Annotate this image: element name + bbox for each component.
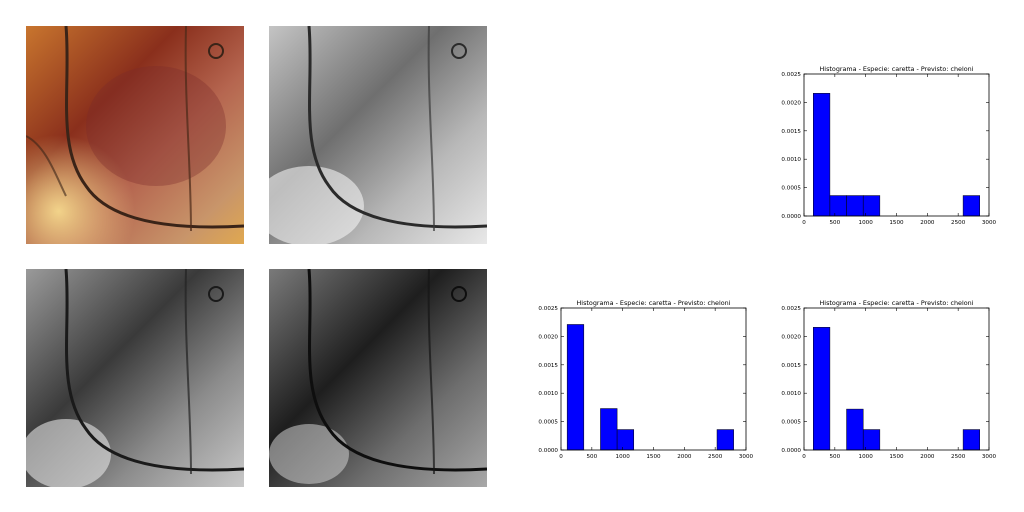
y-tick-label: 0.0000 (781, 448, 801, 454)
histogram-bar (962, 429, 981, 451)
x-tick-label: 0 (802, 220, 806, 226)
x-tick-label: 2500 (951, 220, 966, 226)
carapace-grayscale-photo-3 (269, 269, 487, 487)
carapace-grayscale-photo-1 (269, 26, 487, 244)
x-tick-label: 2000 (920, 454, 935, 460)
x-tick-label: 1500 (889, 454, 904, 460)
chart-title: Histograma - Especie: caretta - Previsto… (577, 299, 731, 307)
carapace-color-photo (26, 26, 244, 244)
histogram-bar (846, 195, 864, 217)
y-tick-label: 0.0010 (538, 391, 558, 397)
carapace-grayscale-photo-2 (26, 269, 244, 487)
histogram-bar (716, 429, 734, 451)
x-tick-label: 2000 (920, 220, 935, 226)
x-tick-label: 500 (829, 220, 840, 226)
histogram-bar (962, 195, 981, 217)
y-tick-label: 0.0020 (538, 334, 558, 340)
y-tick-label: 0.0010 (781, 391, 801, 397)
histogram-bar (862, 195, 881, 217)
chart-title: Histograma - Especie: caretta - Previsto… (820, 299, 974, 307)
x-tick-label: 3000 (982, 454, 997, 460)
y-tick-label: 0.0020 (781, 334, 801, 340)
plot-frame (803, 73, 990, 217)
histogram-bar (566, 324, 585, 451)
y-tick-label: 0.0010 (781, 157, 801, 163)
y-tick-label: 0.0005 (781, 186, 801, 192)
x-tick-label: 1000 (616, 454, 631, 460)
x-tick-label: 500 (829, 454, 840, 460)
x-tick-label: 1500 (889, 220, 904, 226)
plot-frame (803, 307, 990, 451)
histogram-bar (813, 93, 831, 217)
x-tick-label: 1000 (859, 220, 874, 226)
plot-frame (560, 307, 747, 451)
x-tick-label: 2000 (677, 454, 692, 460)
x-tick-label: 2500 (708, 454, 723, 460)
x-tick-label: 1000 (859, 454, 874, 460)
x-tick-label: 0 (559, 454, 563, 460)
histogram-chart-top-right: Histograma - Especie: caretta - Previsto… (770, 62, 1000, 242)
histogram-bar (846, 408, 864, 451)
histogram-bar (600, 408, 618, 451)
x-tick-label: 2500 (951, 454, 966, 460)
y-tick-label: 0.0005 (781, 420, 801, 426)
y-tick-label: 0.0025 (781, 72, 801, 78)
y-tick-label: 0.0020 (781, 100, 801, 106)
histogram-bar (862, 429, 881, 451)
x-tick-label: 3000 (982, 220, 997, 226)
histogram-chart-bottom-middle: Histograma - Especie: caretta - Previsto… (527, 296, 757, 476)
histogram-bar (616, 429, 635, 451)
y-tick-label: 0.0015 (781, 129, 801, 135)
histogram-bar (829, 195, 847, 217)
chart-title: Histograma - Especie: caretta - Previsto… (820, 65, 974, 73)
histogram-bar (813, 327, 831, 451)
y-tick-label: 0.0025 (538, 306, 558, 312)
y-tick-label: 0.0015 (538, 363, 558, 369)
y-tick-label: 0.0025 (781, 306, 801, 312)
y-tick-label: 0.0000 (538, 448, 558, 454)
y-tick-label: 0.0000 (781, 214, 801, 220)
y-tick-label: 0.0005 (538, 420, 558, 426)
x-tick-label: 1500 (646, 454, 661, 460)
x-tick-label: 3000 (739, 454, 754, 460)
x-tick-label: 500 (586, 454, 597, 460)
histogram-chart-bottom-right: Histograma - Especie: caretta - Previsto… (770, 296, 1000, 476)
y-tick-label: 0.0015 (781, 363, 801, 369)
x-tick-label: 0 (802, 454, 806, 460)
